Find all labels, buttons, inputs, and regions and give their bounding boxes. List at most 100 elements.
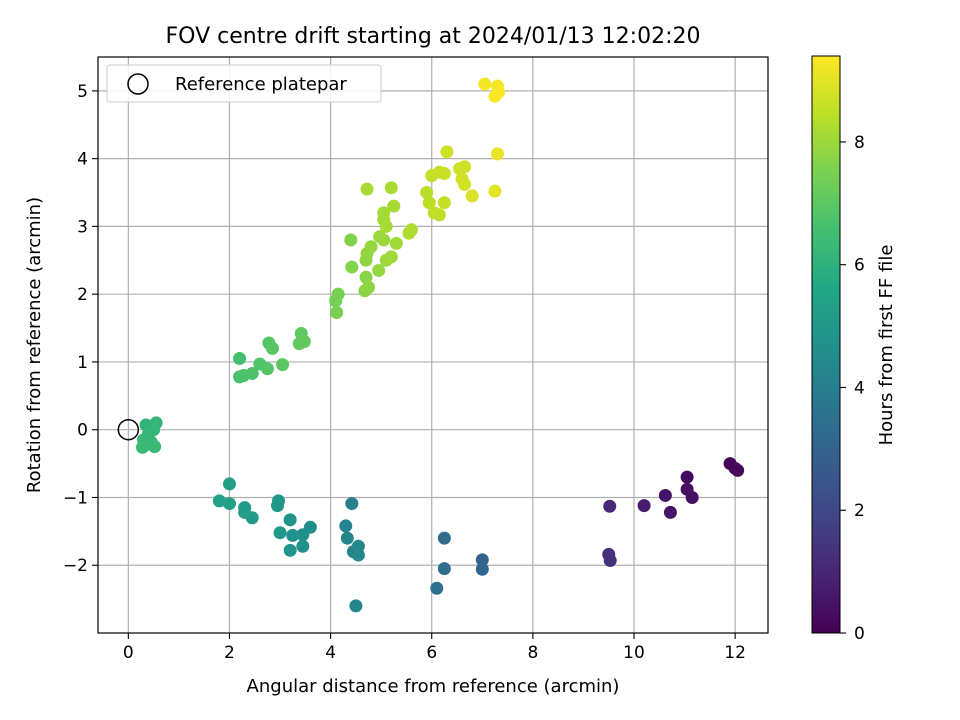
legend-entry-reference-platepar: Reference platepar [175, 74, 347, 95]
data-point [437, 531, 451, 545]
data-point [405, 223, 419, 237]
legend: Reference platepar [106, 64, 382, 103]
data-point [276, 358, 290, 372]
data-point [212, 494, 226, 508]
data-point [260, 362, 274, 376]
data-point [351, 548, 365, 562]
data-point [339, 519, 353, 533]
data-point [430, 581, 444, 595]
data-point [265, 341, 279, 355]
data-point [387, 199, 401, 213]
data-point [271, 499, 285, 513]
y-tick-label: −1 [63, 488, 88, 508]
x-tick-label: 4 [325, 643, 336, 663]
y-tick-label: 1 [77, 353, 88, 373]
data-point [458, 160, 472, 174]
legend-box [106, 64, 382, 103]
x-axis-label: Angular distance from reference (arcmin) [247, 676, 620, 697]
data-point [245, 366, 259, 380]
data-point [478, 77, 492, 91]
data-point [372, 263, 386, 277]
data-point [475, 562, 489, 576]
data-point [637, 499, 651, 513]
y-tick-label: 0 [77, 421, 88, 441]
data-point [440, 145, 454, 159]
colorbar-gradient [811, 55, 841, 634]
colorbar: 0 2 4 6 8 Hours from first FF file [811, 55, 897, 644]
data-point [296, 528, 310, 542]
data-point [685, 490, 699, 504]
data-point [364, 240, 378, 254]
data-point [377, 233, 391, 247]
colorbar-tick-label: 4 [854, 378, 865, 398]
y-tick-label: 5 [77, 82, 88, 102]
data-point [437, 562, 451, 576]
data-point [359, 270, 373, 284]
data-point [222, 497, 236, 511]
data-point [603, 499, 617, 513]
y-tick-label: 4 [77, 150, 88, 170]
plot-frame [97, 56, 769, 634]
x-tick-label: 12 [724, 643, 746, 663]
colorbar-tick-label: 0 [854, 624, 865, 644]
data-point [296, 539, 310, 553]
grid-lines [98, 57, 768, 633]
data-point [345, 497, 359, 511]
reference-platepar-marker [117, 418, 140, 441]
x-tick-label: 6 [426, 643, 437, 663]
data-point [222, 477, 236, 491]
data-point [233, 352, 247, 366]
data-point [297, 335, 311, 349]
data-point [658, 488, 672, 502]
data-point [663, 505, 677, 519]
data-point [360, 182, 374, 196]
data-point [330, 305, 344, 319]
data-point [362, 280, 376, 294]
data-point [731, 463, 745, 477]
data-point [490, 147, 504, 161]
data-points [135, 77, 745, 613]
colorbar-tick-label: 2 [854, 501, 865, 521]
data-point [437, 167, 451, 181]
data-point [603, 553, 617, 567]
colorbar-ticks: 0 2 4 6 8 [840, 133, 865, 644]
y-tick-label: −2 [63, 556, 88, 576]
data-point [422, 196, 436, 210]
data-point [384, 181, 398, 195]
data-point [283, 543, 297, 557]
data-point [488, 89, 502, 103]
x-tick-label: 8 [527, 643, 538, 663]
x-tick-label: 0 [123, 643, 134, 663]
data-point [286, 528, 300, 542]
data-point [135, 440, 149, 454]
y-axis-label: Rotation from reference (arcmin) [24, 197, 45, 493]
data-point [377, 206, 391, 220]
data-point [273, 526, 287, 540]
data-point [475, 553, 489, 567]
data-point [344, 233, 358, 247]
data-point [432, 208, 446, 222]
colorbar-tick-label: 6 [854, 256, 865, 276]
data-point [283, 513, 297, 527]
y-tick-label: 3 [77, 217, 88, 237]
colorbar-tick-label: 8 [854, 133, 865, 153]
data-point [458, 177, 472, 191]
y-tick-label: 2 [77, 285, 88, 305]
data-point [349, 599, 363, 613]
chart-title: FOV centre drift starting at 2024/01/13 … [166, 24, 701, 49]
data-point [420, 186, 434, 200]
data-point [488, 184, 502, 198]
data-point [465, 189, 479, 203]
data-point [340, 531, 354, 545]
x-tick-label: 2 [224, 643, 235, 663]
data-point [384, 250, 398, 264]
x-tick-label: 10 [623, 643, 645, 663]
data-point [389, 236, 403, 250]
data-point [437, 196, 451, 210]
data-point [345, 260, 359, 274]
data-point [379, 219, 393, 233]
colorbar-label: Hours from first FF file [876, 245, 897, 446]
